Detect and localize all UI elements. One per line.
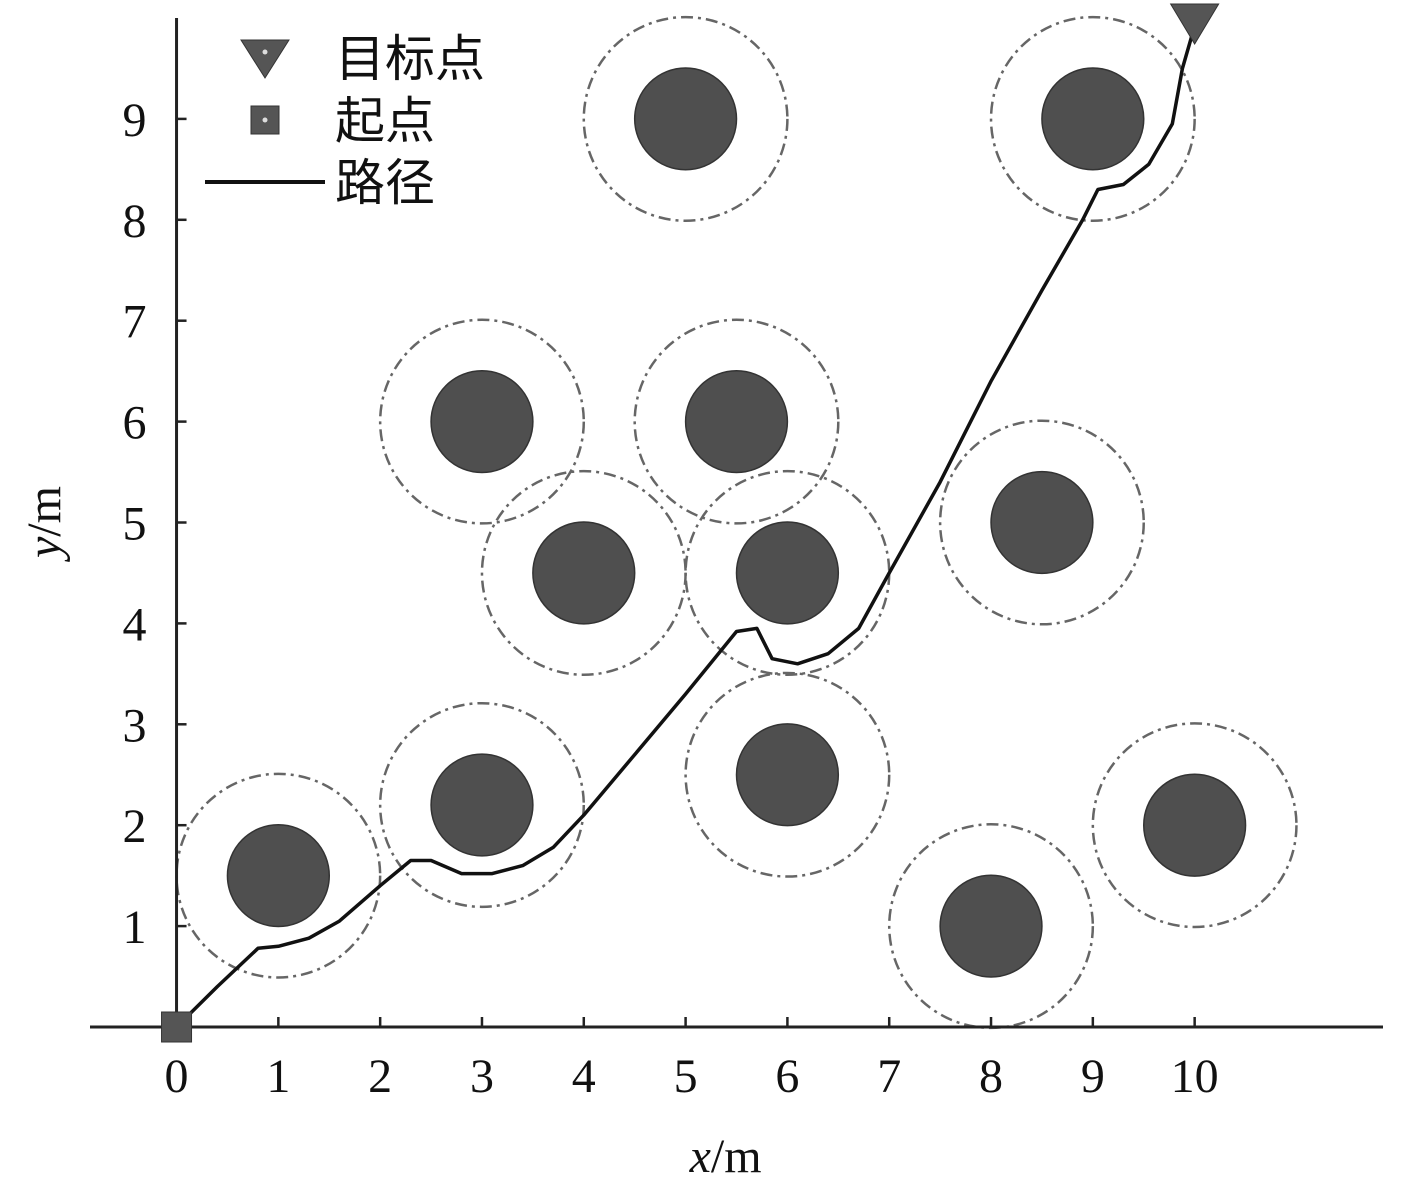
safety-ring-11 (1091, 722, 1298, 929)
legend-label-0: 目标点 (335, 30, 485, 88)
obstacle-7 (735, 723, 840, 827)
start-marker (161, 1011, 193, 1043)
x-tick-label-2: 2 (368, 1050, 392, 1103)
x-tick-label-7: 7 (877, 1050, 901, 1103)
x-tick-label-10: 10 (1171, 1050, 1219, 1103)
path-line (175, 17, 1197, 1029)
x-tick-label-8: 8 (979, 1050, 1003, 1103)
safety-ring-5 (633, 318, 840, 525)
obstacle-0 (226, 823, 331, 928)
legend-goal-marker (240, 39, 290, 79)
legend-label-1: 起点 (335, 92, 435, 150)
safety-ring-7 (684, 671, 891, 878)
x-tick-label-0: 0 (165, 1050, 189, 1103)
markers-layer (161, 3, 1220, 1043)
x-tick-label-1: 1 (266, 1050, 290, 1103)
obstacle-4 (633, 67, 738, 171)
safety-ring-4 (582, 15, 789, 222)
x-axis-var: x (689, 1130, 711, 1181)
safety-ring-2 (378, 318, 586, 525)
legend-label-2: 路径 (335, 154, 435, 212)
x-tick-label-9: 9 (1081, 1050, 1105, 1103)
safety-ring-10 (989, 15, 1196, 222)
x-axis-title: x/m (689, 1130, 762, 1181)
obstacle-10 (1041, 67, 1145, 171)
legend-goal-dot (262, 49, 268, 55)
x-tick-label-3: 3 (470, 1050, 494, 1103)
x-axis-unit: /m (711, 1130, 762, 1181)
axis-titles: x/my/m (18, 486, 762, 1181)
y-tick-label-9: 9 (123, 94, 147, 147)
x-tick-label-4: 4 (572, 1050, 596, 1103)
obstacle-2 (430, 369, 534, 474)
y-tick-label-2: 2 (123, 800, 147, 853)
obstacle-9 (990, 470, 1094, 575)
axes-layer: 0 1 2 3 4 5 6 7 8 9 10 1 2 3 4 5 6 7 8 9 (90, 18, 1383, 1103)
y-axis-var: y (18, 536, 71, 563)
safety-ring-9 (938, 419, 1145, 626)
obstacle-8 (939, 874, 1043, 978)
y-tick-label-7: 7 (123, 296, 147, 349)
goal-marker (1169, 3, 1220, 45)
obstacle-11 (1142, 773, 1247, 877)
legend-start-dot (262, 117, 268, 123)
y-tick-label-8: 8 (123, 195, 147, 248)
y-tick-label-4: 4 (123, 598, 147, 651)
obstacle-3 (532, 521, 636, 625)
y-axis-title: y/m (18, 486, 71, 563)
safety-ring-1 (378, 701, 586, 909)
y-tick-label-1: 1 (123, 901, 147, 954)
x-tick-label-6: 6 (775, 1050, 799, 1103)
y-axis-unit: /m (18, 486, 71, 537)
obstacle-1 (430, 753, 534, 857)
path-layer (175, 17, 1197, 1029)
y-tick-label-3: 3 (123, 699, 147, 752)
x-tick-label-5: 5 (674, 1050, 698, 1103)
y-tick-label-6: 6 (123, 397, 147, 450)
obstacles-layer (175, 15, 1298, 1030)
obstacle-6 (735, 521, 840, 625)
y-tick-label-5: 5 (123, 498, 147, 551)
obstacle-5 (684, 369, 789, 474)
